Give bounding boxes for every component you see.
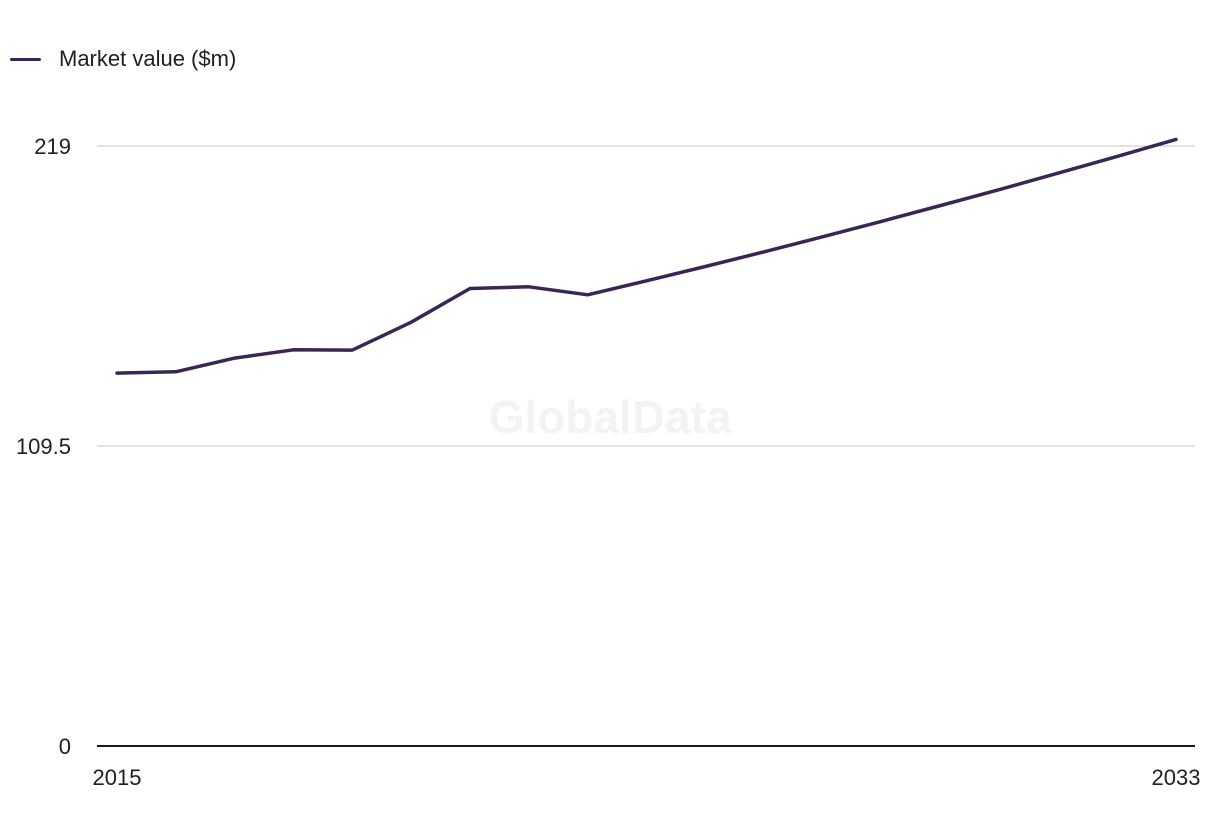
legend-label-market-value: Market value ($m) bbox=[59, 46, 237, 71]
gridlines bbox=[97, 145, 1195, 447]
watermark: GlobalData bbox=[489, 391, 732, 443]
legend: Market value ($m) bbox=[10, 46, 236, 72]
y-tick-label: 109.5 bbox=[16, 434, 71, 459]
legend-swatch-market-value bbox=[10, 57, 41, 61]
data-point[interactable] bbox=[170, 366, 182, 378]
data-point[interactable] bbox=[876, 215, 888, 227]
data-point[interactable] bbox=[346, 344, 358, 356]
x-tick-label: 2033 bbox=[1152, 765, 1201, 790]
series-group bbox=[111, 133, 1182, 379]
data-point[interactable] bbox=[1111, 150, 1123, 162]
y-axis-ticks: 0 109.5 219 bbox=[16, 134, 71, 759]
data-point[interactable] bbox=[288, 344, 300, 356]
series-line-market-value bbox=[115, 137, 1178, 375]
data-point[interactable] bbox=[1170, 133, 1182, 145]
data-point[interactable] bbox=[817, 231, 829, 243]
data-point[interactable] bbox=[464, 282, 476, 294]
data-point[interactable] bbox=[229, 352, 241, 364]
data-point[interactable] bbox=[935, 199, 947, 211]
y-tick-label: 219 bbox=[34, 134, 71, 159]
data-point[interactable] bbox=[994, 184, 1006, 196]
y-tick-label: 0 bbox=[59, 734, 71, 759]
data-point[interactable] bbox=[523, 281, 535, 293]
data-point[interactable] bbox=[758, 246, 770, 258]
data-point[interactable] bbox=[111, 367, 123, 379]
x-tick-label: 2015 bbox=[93, 765, 142, 790]
data-point[interactable] bbox=[405, 316, 417, 328]
data-point[interactable] bbox=[582, 289, 594, 301]
data-point[interactable] bbox=[699, 261, 711, 273]
data-point[interactable] bbox=[1052, 167, 1064, 179]
x-axis-ticks: 2015 2033 bbox=[93, 765, 1201, 790]
data-point[interactable] bbox=[641, 275, 653, 287]
